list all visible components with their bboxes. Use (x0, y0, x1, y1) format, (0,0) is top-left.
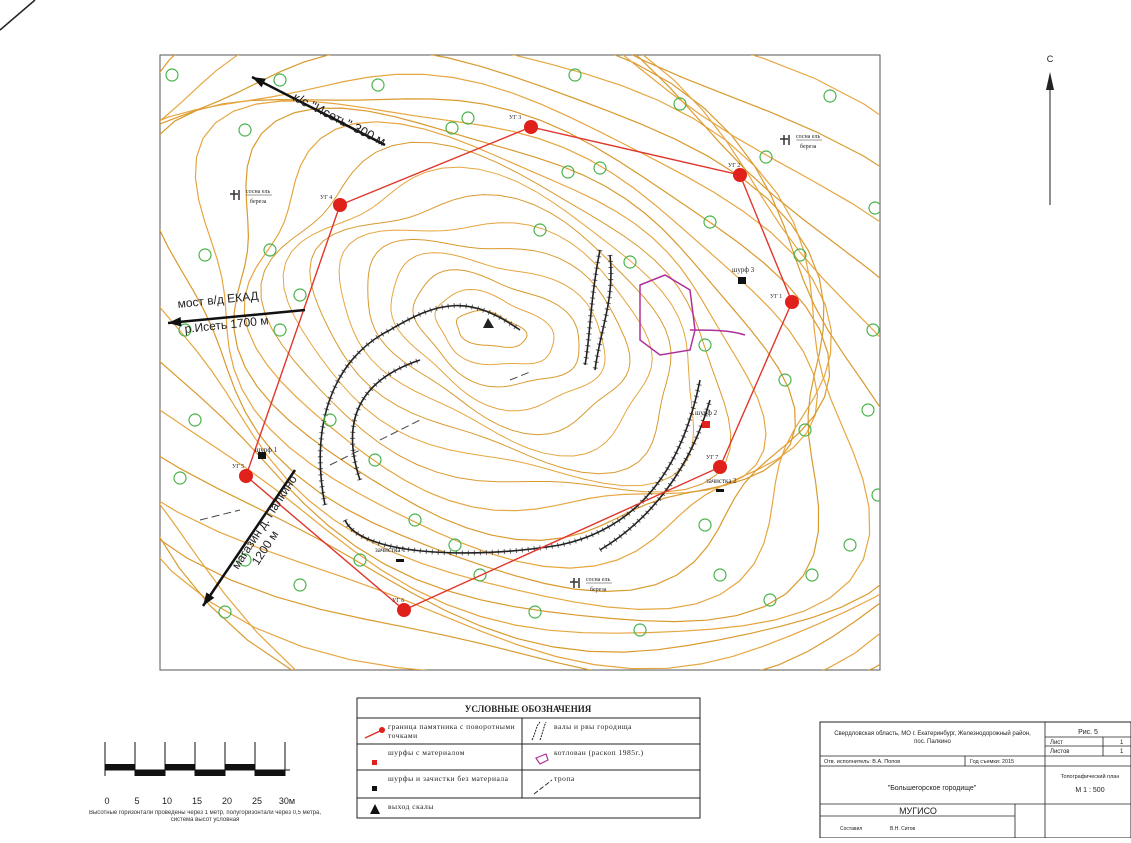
title-text: Составил (840, 826, 862, 832)
test-pit (396, 559, 404, 562)
test-pit-label: зачистка 2 (706, 477, 737, 485)
tree-note-top: сосна ель (586, 577, 611, 583)
scale-segment (165, 764, 195, 770)
legend-title: УСЛОВНЫЕ ОБОЗНАЧЕНИЯ (465, 704, 592, 714)
legend-item-box: шурфы и зачистки без материала (388, 774, 518, 796)
title-text: Отв. исполнитель: В.А. Попов (824, 759, 900, 765)
title-text: Рис. 5 (1078, 729, 1098, 736)
test-pit-label: шурф 3 (732, 266, 755, 274)
legend-item-box: выход скалы (388, 802, 518, 824)
legend-symbol (372, 786, 377, 791)
scale-label: 10 (162, 796, 172, 806)
legend-symbol (379, 727, 385, 733)
legend-item: тропа (554, 774, 684, 783)
legend-item-box: котлован (раскоп 1985г.) (554, 748, 684, 770)
boundary-point-label: УГ 1 (770, 294, 782, 300)
scale-segment (105, 764, 135, 770)
scale-label: 25 (252, 796, 262, 806)
scale-label: 15 (192, 796, 202, 806)
boundary-point-label: УГ 7 (706, 455, 718, 461)
scale-label: 30м (279, 796, 295, 806)
scale-segment (135, 770, 165, 776)
boundary-point (713, 460, 727, 474)
test-pit-label: шурф 1 (255, 446, 278, 454)
test-pit-label: шурф 2 (695, 409, 718, 417)
title-text: Топографический план (1061, 773, 1120, 780)
tree-note-bottom: береза (590, 586, 607, 593)
scale-segment (225, 764, 255, 770)
title-location-box: Свердловская область, МО г. Екатеринбург… (830, 730, 1035, 754)
title-text: Год съемки: 2015 (970, 759, 1014, 765)
scale-note-box: Высотные горизонтали проведены через 1 м… (85, 810, 325, 838)
title-text: Лист (1050, 740, 1063, 746)
scale-label: 0 (104, 796, 109, 806)
legend-item: шурфы с материалом (388, 748, 518, 757)
page: УГ 1 УГ 2 УГ 3 УГ 4 УГ 5 УГ 6 УГ 7 шурф 1 шурф 2… (0, 0, 1131, 838)
boundary-point (333, 198, 347, 212)
tree-note-bottom: береза (250, 198, 267, 205)
legend-item-box: шурфы с материалом (388, 748, 518, 770)
legend-symbol (372, 760, 377, 765)
scale-segment (195, 770, 225, 776)
legend-item-box: валы и рвы городища (554, 722, 684, 744)
legend-item: выход скалы (388, 802, 518, 811)
test-pit (716, 489, 724, 492)
title-text: М 1 : 500 (1075, 787, 1104, 794)
tree-note-top: сосна ель (796, 134, 821, 140)
test-pit (738, 277, 746, 284)
scale-label: 20 (222, 796, 232, 806)
boundary-point-label: УГ 2 (728, 163, 740, 169)
legend-item-box: граница памятника с поворотными точками (388, 722, 518, 744)
legend-item: валы и рвы городища (554, 722, 684, 731)
boundary-point-label: УГ 6 (392, 598, 404, 604)
legend-item-box: тропа (554, 774, 684, 796)
scale-note: Высотные горизонтали проведены через 1 м… (85, 810, 325, 824)
title-text: В.Н. Ситов (890, 826, 916, 832)
title-text: МУГИСО (899, 806, 937, 816)
title-text: Листов (1050, 749, 1070, 755)
legend-item: граница памятника с поворотными точками (388, 722, 518, 740)
legend-item: шурфы и зачистки без материала (388, 774, 518, 783)
legend-item: котлован (раскоп 1985г.) (554, 748, 684, 757)
boundary-point (239, 469, 253, 483)
boundary-point (733, 168, 747, 182)
boundary-point (785, 295, 799, 309)
boundary-point (397, 603, 411, 617)
scale-segment (255, 770, 285, 776)
tree-note-top: сосна ель (246, 189, 271, 195)
test-pit-label: зачистка 1 (375, 546, 406, 554)
title-text: "Большегорское городище" (888, 785, 977, 792)
boundary-point-label: УГ 3 (509, 115, 521, 121)
boundary-point-label: УГ 5 (232, 464, 244, 470)
tree-note-bottom: береза (800, 143, 817, 150)
boundary-point (524, 120, 538, 134)
test-pit (702, 421, 710, 428)
north-label: С (1047, 54, 1054, 64)
scale-label: 5 (134, 796, 139, 806)
title-location: Свердловская область, МО г. Екатеринбург… (830, 730, 1035, 746)
boundary-point-label: УГ 4 (320, 195, 332, 201)
